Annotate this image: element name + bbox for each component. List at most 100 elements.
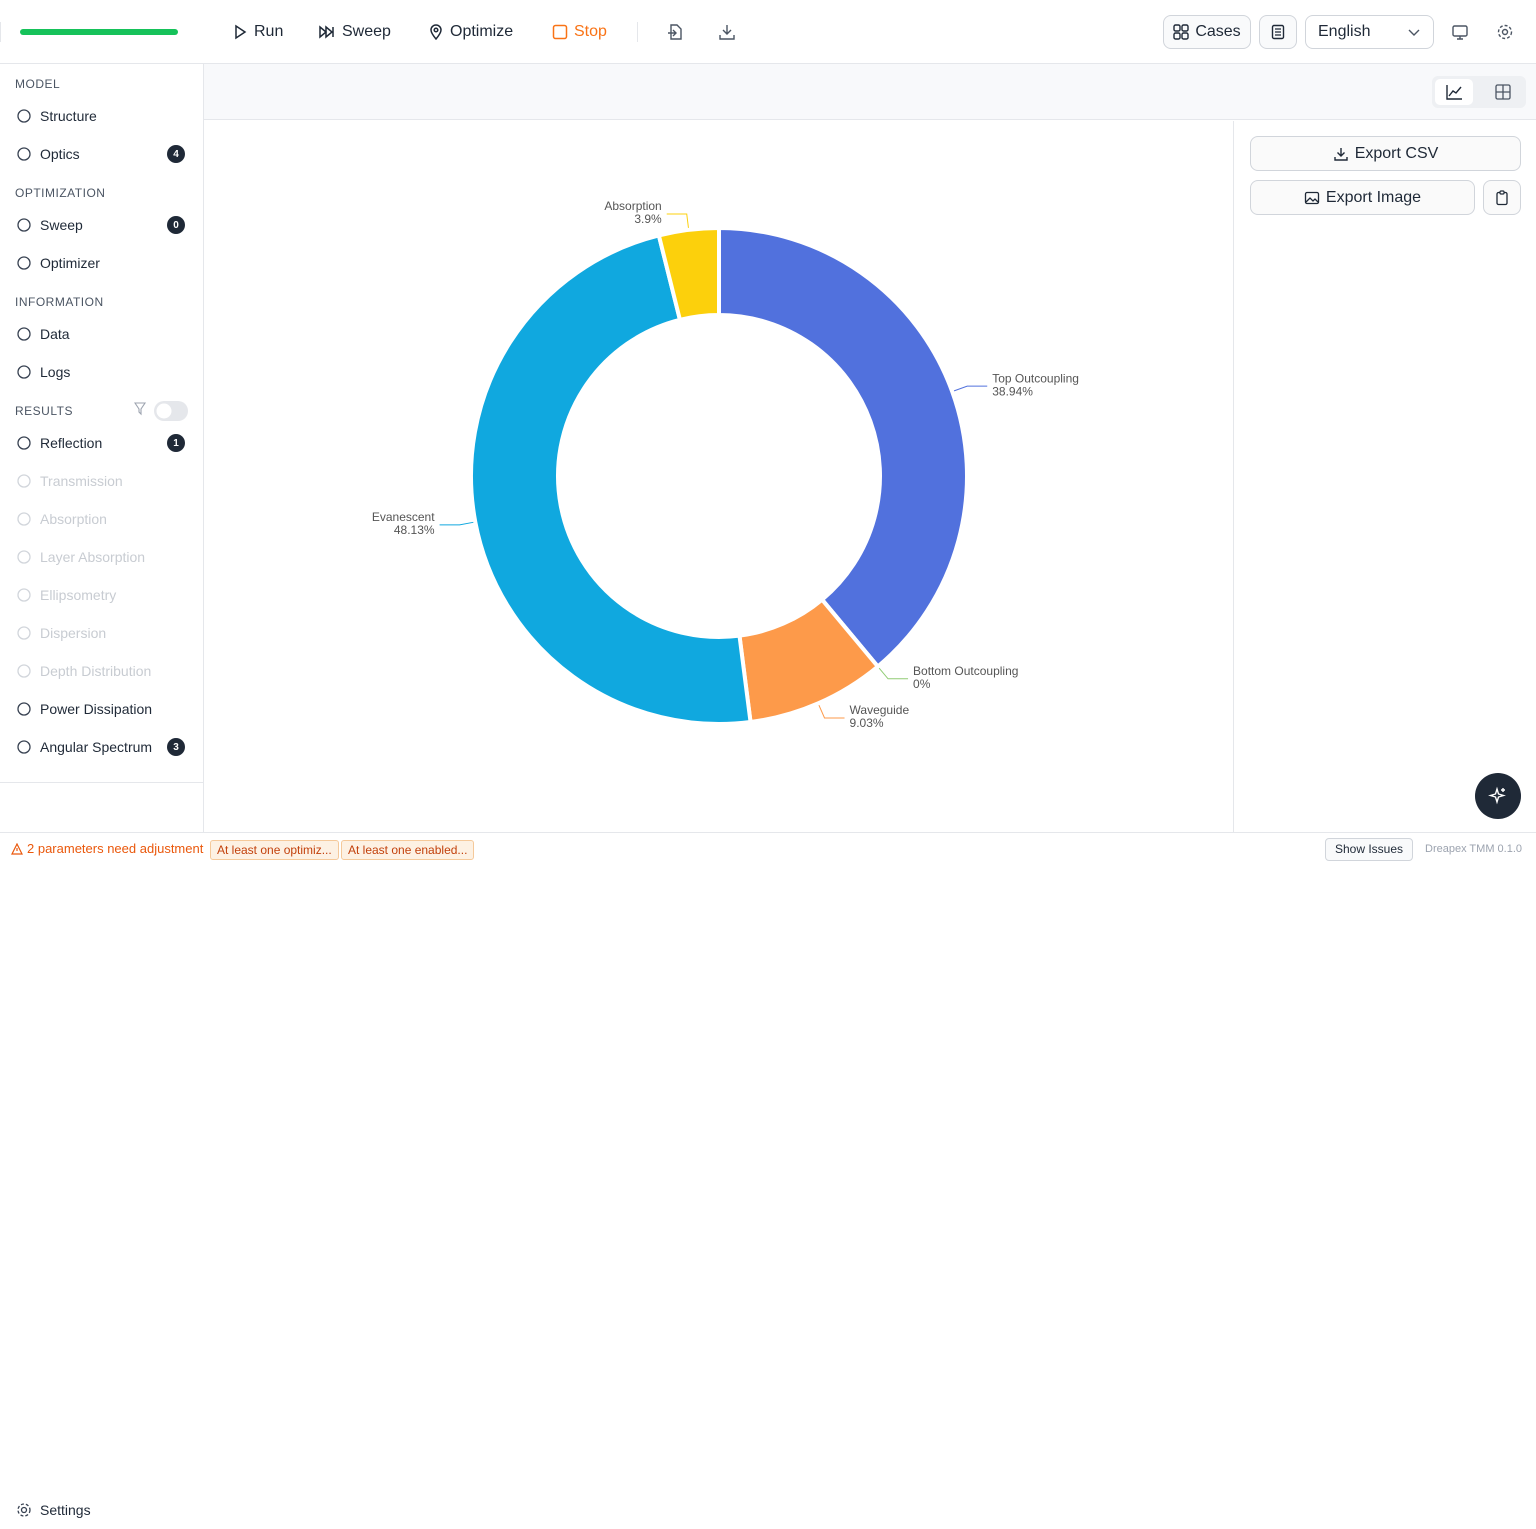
slice-label: Evanescent — [372, 510, 435, 524]
item-icon — [17, 512, 31, 526]
section-header: MODEL — [15, 77, 61, 91]
item-icon — [17, 365, 31, 379]
value-label: 3.9% — [634, 212, 662, 226]
sidebar-item[interactable]: Optics 4 — [0, 135, 203, 173]
leader-line — [818, 704, 845, 719]
item-badge: 0 — [167, 216, 185, 234]
notes-button[interactable] — [1259, 15, 1297, 49]
chart-toolbar — [204, 64, 1536, 120]
display-icon[interactable] — [1451, 23, 1469, 41]
item-icon — [17, 147, 31, 161]
section-header: RESULTS — [0, 398, 203, 424]
optimize-button[interactable]: Optimize — [428, 20, 513, 44]
settings-icon[interactable] — [1496, 23, 1514, 41]
copy-button[interactable] — [1483, 180, 1521, 215]
stop-label: Stop — [574, 23, 607, 40]
item-icon — [17, 436, 31, 450]
sidebar-item[interactable]: Data — [0, 315, 203, 353]
sidebar-item: Layer Absorption — [0, 538, 203, 576]
item-icon — [17, 256, 31, 270]
export-csv-label: Export CSV — [1354, 144, 1439, 162]
item-badge: 1 — [167, 434, 185, 452]
sidebar-item[interactable]: Power Dissipation — [0, 690, 203, 728]
sidebar-item[interactable]: Reflection 1 — [0, 424, 203, 462]
sidebar-item[interactable]: Logs — [0, 353, 203, 391]
item-label: Layer Absorption — [40, 549, 146, 565]
section-header: INFORMATION — [15, 295, 104, 309]
version: Dreapex TMM 0.1.0 — [1425, 843, 1523, 855]
sidebar: MODEL Structure Optics 4 OPTIMIZATION Sweep 0 O… — [0, 64, 204, 1518]
sidebar-item[interactable]: Sweep 0 — [0, 206, 203, 244]
slice-label: Absorption — [604, 199, 661, 213]
sidebar-sections: MODEL Structure Optics 4 OPTIMIZATION Sweep 0 O… — [0, 71, 203, 766]
show-issues-button[interactable]: Show Issues — [1325, 838, 1413, 861]
sidebar-item: Absorption — [0, 500, 203, 538]
export-csv-button[interactable]: Export CSV — [1250, 136, 1521, 171]
item-icon — [17, 702, 31, 716]
value-label: 0% — [913, 677, 931, 691]
settings-item[interactable]: Settings — [0, 1491, 203, 1529]
item-icon — [17, 626, 31, 640]
leader-line — [878, 667, 909, 680]
assistant-button[interactable] — [1475, 773, 1521, 819]
warning-text: 2 parameters need adjustment — [27, 841, 204, 856]
app: {"toolbar":{"run":"Run","sweep":"Sweep",… — [0, 15, 1536, 1518]
download-icon[interactable] — [718, 23, 736, 41]
value-label: 9.03% — [850, 716, 884, 730]
item-label: Optimizer — [40, 255, 100, 271]
item-label: Depth Distribution — [40, 663, 152, 679]
sweep-label: Sweep — [342, 23, 391, 40]
status-bar: 2 parameters need adjustment At least on… — [0, 832, 1536, 864]
leader-line — [439, 521, 474, 526]
issue-tag[interactable]: At least one optimiz... — [210, 840, 339, 860]
slice-label: Top Outcoupling — [992, 371, 1079, 385]
item-badge: 3 — [167, 738, 185, 756]
item-label: Ellipsometry — [40, 587, 117, 603]
slice-label: Bottom Outcoupling — [913, 664, 1018, 678]
item-icon — [17, 588, 31, 602]
item-label: Reflection — [40, 435, 103, 451]
value-label: 38.94% — [992, 384, 1033, 398]
cases-label: Cases — [1195, 23, 1241, 40]
chart-view-button[interactable] — [1435, 79, 1473, 105]
item-icon — [17, 474, 31, 488]
item-label: Dispersion — [40, 625, 107, 641]
item-label: Power Dissipation — [40, 701, 153, 717]
sidebar-item[interactable]: Optimizer — [0, 244, 203, 282]
item-label: Angular Spectrum — [40, 739, 153, 755]
filter-toggle[interactable] — [133, 400, 188, 422]
run-button[interactable]: Run — [232, 20, 283, 44]
item-label: Transmission — [40, 473, 123, 489]
optimize-label: Optimize — [450, 23, 514, 40]
item-label: Sweep — [40, 217, 83, 233]
slice — [469, 233, 753, 726]
sidebar-item: Transmission — [0, 462, 203, 500]
export-image-button[interactable]: Export Image — [1250, 180, 1475, 215]
progress-bar — [20, 29, 178, 35]
item-label: Absorption — [40, 511, 107, 527]
section-header: OPTIMIZATION — [15, 186, 106, 200]
item-label: Structure — [40, 108, 97, 124]
language-label: English — [1318, 23, 1371, 40]
sidebar-item[interactable]: Structure — [0, 97, 203, 135]
item-icon — [17, 218, 31, 232]
settings-label: Settings — [40, 1502, 91, 1518]
slice-label: Waveguide — [850, 703, 910, 717]
export-image-label: Export Image — [1325, 188, 1422, 206]
leader-line — [666, 213, 689, 228]
table-view-button[interactable] — [1484, 79, 1522, 105]
warning: 2 parameters need adjustment — [11, 841, 203, 856]
sidebar-item[interactable]: Angular Spectrum 3 — [0, 728, 203, 766]
cases-button[interactable]: Cases — [1163, 15, 1251, 49]
item-label: Data — [40, 326, 70, 342]
stop-button[interactable]: Stop — [552, 20, 607, 44]
item-icon — [17, 664, 31, 678]
import-icon[interactable] — [666, 23, 684, 41]
language-select[interactable]: English — [1305, 15, 1434, 49]
slice — [656, 226, 721, 322]
issue-tag[interactable]: At least one enabled... — [341, 840, 475, 860]
leader-line — [953, 385, 988, 392]
sweep-button[interactable]: Sweep — [318, 20, 391, 44]
item-label: Logs — [40, 364, 71, 380]
